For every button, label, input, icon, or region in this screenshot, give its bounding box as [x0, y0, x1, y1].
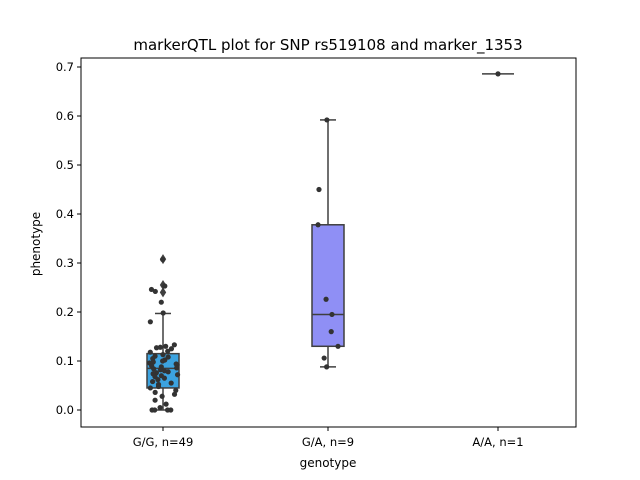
data-point: [160, 310, 166, 316]
data-point: [155, 377, 161, 383]
axes: 0.0 0.1 0.2 0.3 0.4 0.5 0.6 0.7 G/G, n=49 G/A, n=…: [56, 57, 577, 449]
data-point: [152, 407, 158, 413]
chart-title: markerQTL plot for SNP rs519108 and mark…: [133, 36, 522, 55]
data-point: [148, 286, 155, 293]
y-tick-label: 0.4: [56, 207, 74, 221]
data-point: [151, 366, 157, 372]
data-point: [152, 389, 158, 395]
x-tick-label: G/A, n=9: [302, 435, 354, 449]
data-point: [324, 117, 330, 123]
data-point: [165, 369, 171, 375]
data-point: [323, 296, 329, 302]
data-point: [174, 372, 181, 378]
data-point: [162, 283, 168, 289]
x-tick-label: G/G, n=49: [133, 435, 194, 449]
data-point: [165, 354, 171, 360]
data-point: [152, 288, 158, 295]
y-tick-label: 0.3: [56, 256, 74, 270]
data-point: [328, 329, 334, 335]
data-point: [152, 397, 158, 403]
y-tick-label: 0.7: [56, 60, 74, 74]
data-point: [171, 391, 178, 397]
y-tick-label: 0.0: [56, 403, 74, 417]
outlier-marker: [159, 287, 167, 298]
data-point: [157, 404, 163, 411]
data-point: [155, 383, 162, 390]
y-tick-label: 0.5: [56, 158, 74, 172]
data-point: [147, 349, 153, 355]
x-axis-label: genotype: [300, 456, 357, 470]
y-tick-label: 0.2: [56, 305, 74, 319]
data-point: [316, 186, 322, 193]
data-point: [147, 319, 153, 325]
data-point: [160, 352, 166, 358]
data-point: [163, 343, 169, 349]
data-point: [315, 222, 321, 228]
box-iqr: [311, 224, 345, 348]
data-point: [158, 299, 164, 305]
data-point: [321, 355, 327, 361]
y-tick-label: 0.6: [56, 109, 74, 123]
data-point: [157, 367, 164, 373]
data-point: [163, 401, 169, 407]
plot-area: [146, 71, 514, 413]
data-point: [161, 375, 168, 381]
data-point: [335, 343, 341, 349]
data-point: [168, 346, 175, 352]
data-point: [160, 256, 166, 263]
data-point: [324, 364, 330, 370]
x-tick-label: A/A, n=1: [472, 435, 523, 449]
data-point: [147, 385, 153, 391]
data-point: [159, 393, 165, 399]
data-point: [168, 380, 174, 386]
y-tick-label: 0.1: [56, 354, 74, 368]
y-axis-label: phenotype: [29, 212, 43, 276]
data-point: [164, 407, 171, 413]
data-point: [165, 348, 171, 354]
data-point: [157, 344, 163, 350]
data-point: [153, 345, 160, 351]
data-point: [171, 342, 177, 348]
data-point: [173, 387, 179, 393]
data-point: [174, 365, 180, 371]
data-point: [160, 358, 166, 364]
data-point: [150, 378, 156, 385]
data-point: [495, 71, 501, 77]
data-point: [329, 311, 335, 318]
